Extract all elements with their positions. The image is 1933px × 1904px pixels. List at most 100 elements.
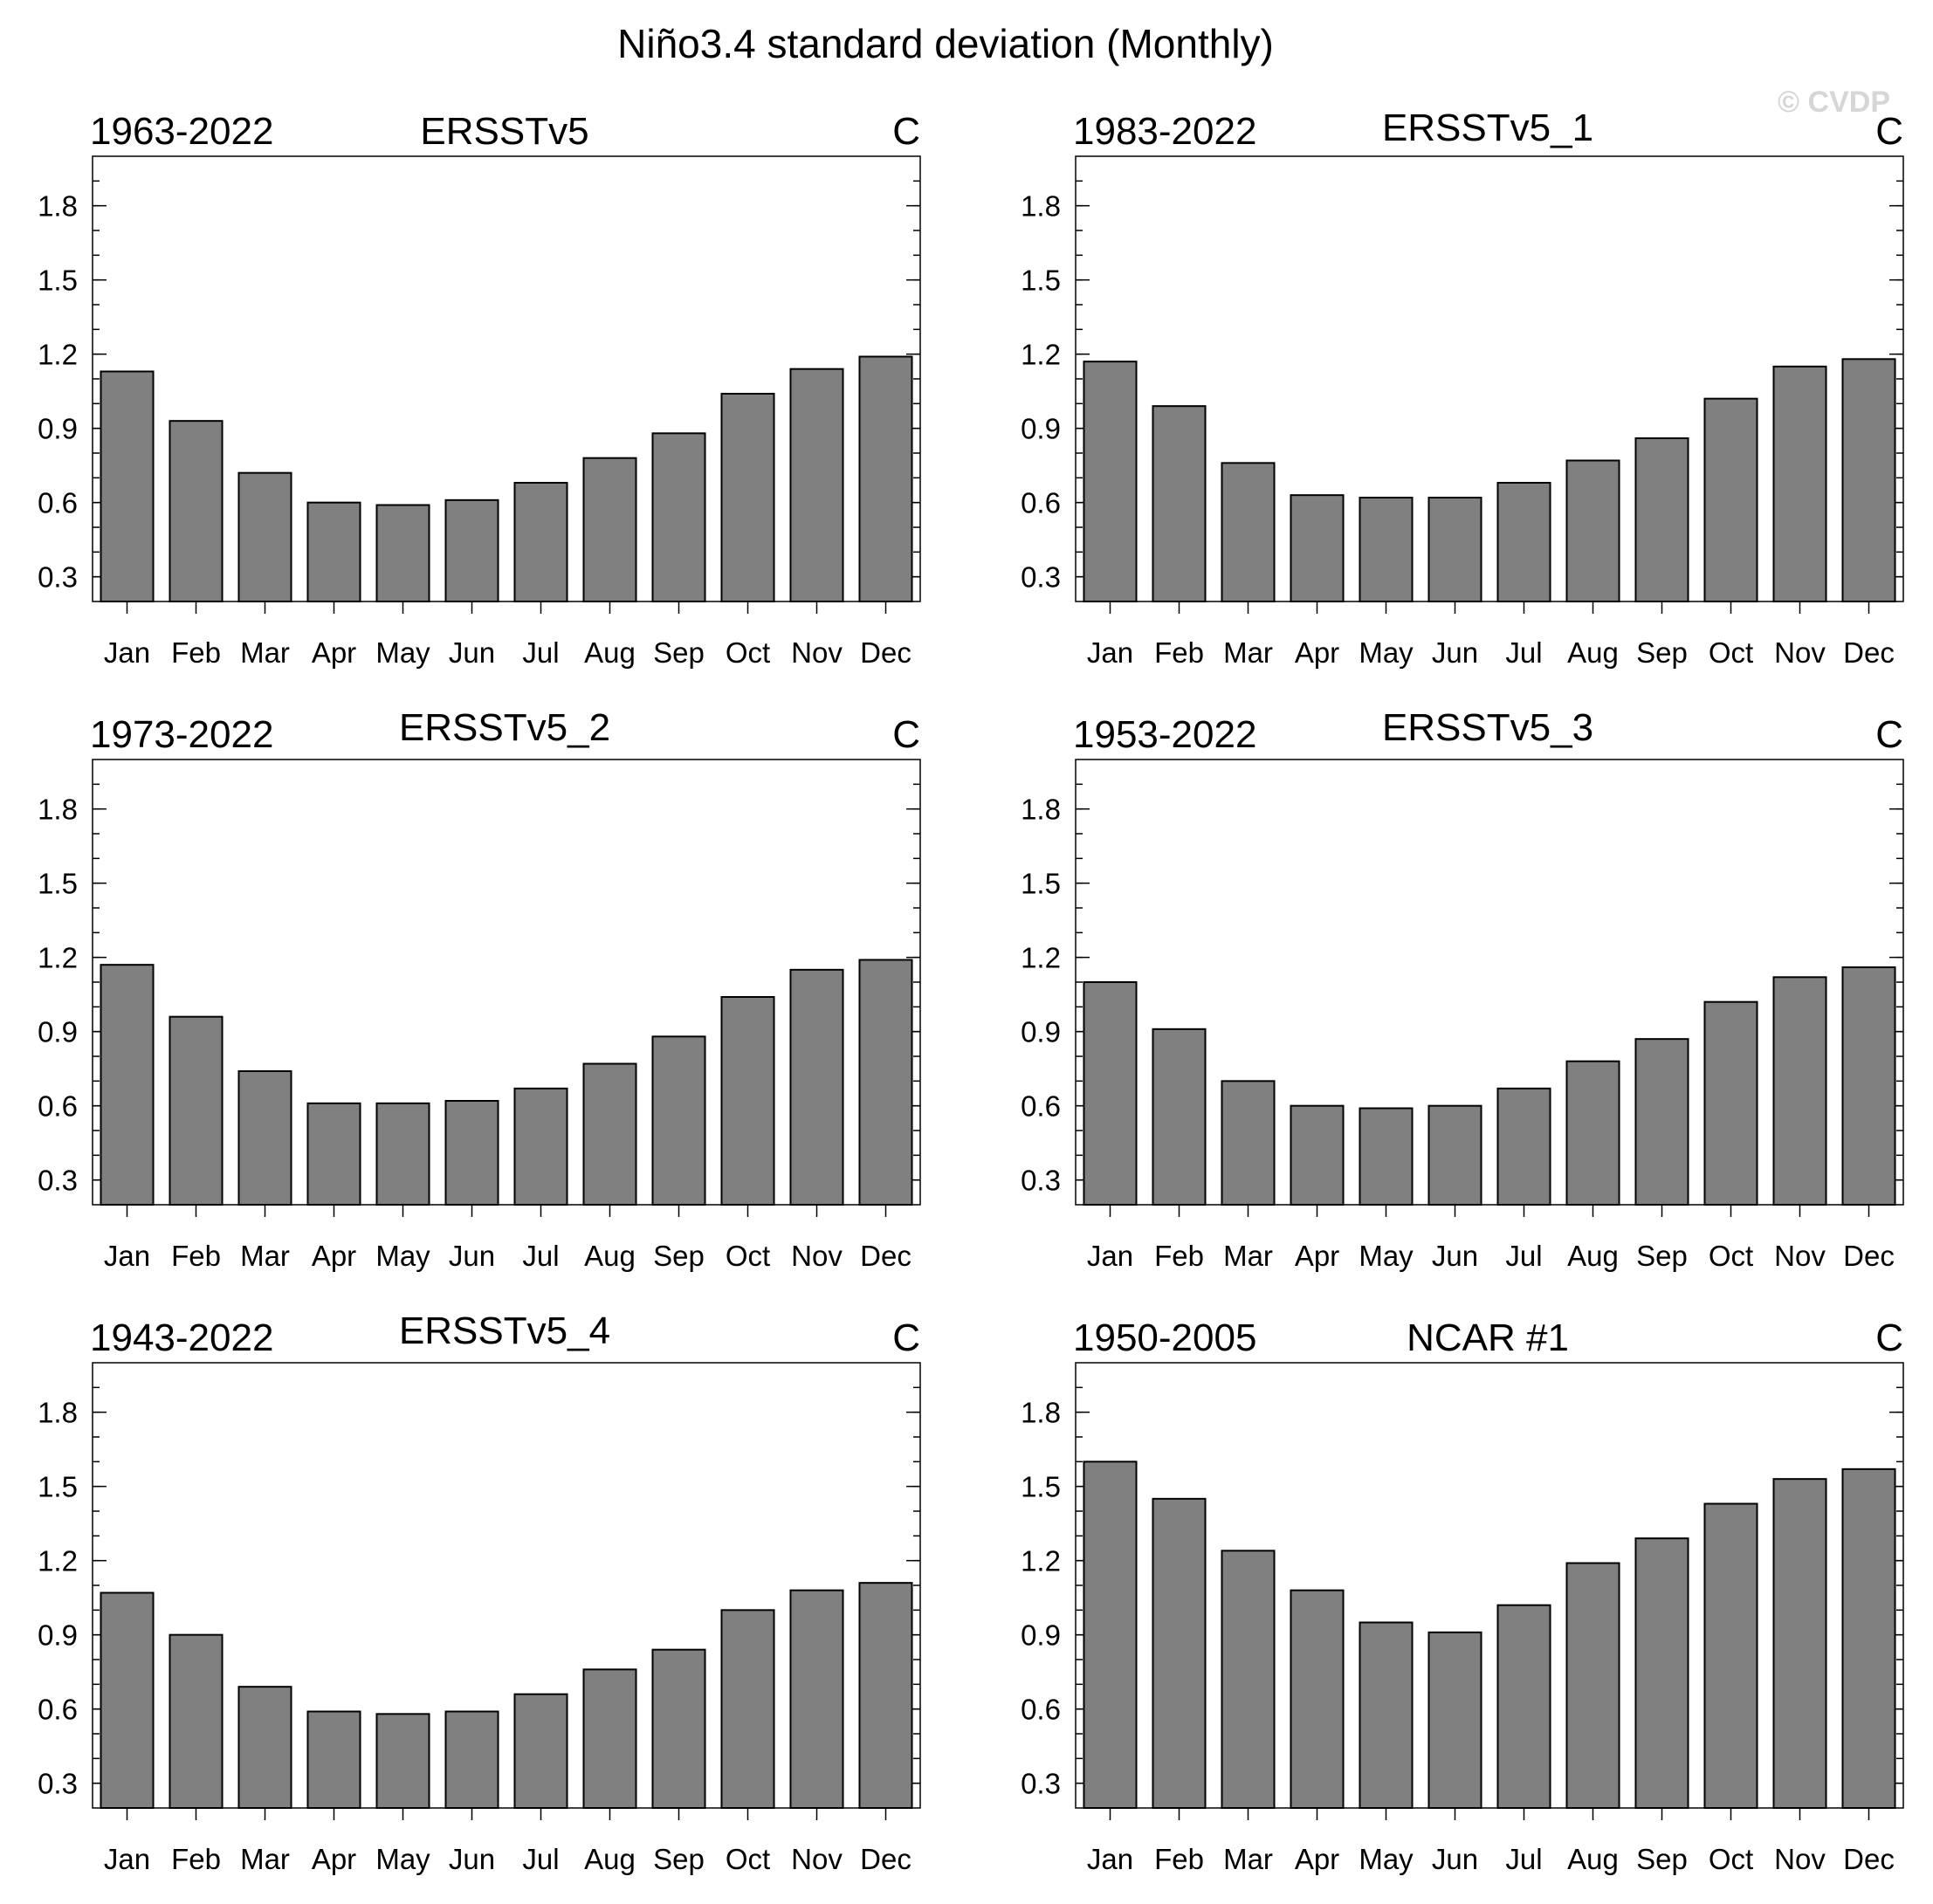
x-tick-label: Nov — [791, 1240, 843, 1272]
bar-jun — [444, 1710, 499, 1809]
y-tick-label: 1.2 — [1021, 339, 1061, 371]
y-tick-label: 0.9 — [1021, 413, 1061, 445]
y-tick-label: 1.2 — [38, 339, 78, 371]
panel-period: 1983-2022 — [1073, 110, 1256, 153]
x-tick-label: Jul — [522, 1843, 559, 1875]
figure-title: Niño3.4 standard deviation (Monthly) — [617, 21, 1274, 66]
y-tick-label: 1.2 — [1021, 1545, 1061, 1578]
bar-dec — [858, 355, 913, 602]
panel-title: ERSSTv5_1 — [1382, 107, 1593, 149]
bar-mar — [1221, 1080, 1276, 1206]
x-tick-label: May — [375, 1240, 430, 1272]
plot-frame — [92, 155, 921, 602]
x-tick-label: Aug — [1567, 636, 1619, 669]
bar-oct — [1703, 1000, 1758, 1206]
bar-dec — [1841, 1468, 1896, 1810]
x-tick-label: Dec — [1843, 1843, 1895, 1875]
x-tick-label: Apr — [1295, 636, 1339, 669]
y-tick-label: 0.9 — [38, 413, 78, 445]
bar-apr — [306, 501, 361, 603]
x-tick-label: Apr — [1295, 1240, 1339, 1272]
x-tick-label: Mar — [1223, 1240, 1273, 1272]
y-tick-label: 0.3 — [38, 561, 78, 594]
x-tick-label: Jul — [522, 636, 559, 669]
bar-jan — [1083, 1461, 1138, 1810]
panel-title: ERSSTv5 — [420, 110, 588, 153]
bar-nov — [1772, 976, 1827, 1206]
x-tick-label: Aug — [584, 1240, 636, 1272]
x-tick-label: Apr — [312, 636, 356, 669]
panel-title: ERSSTv5_2 — [399, 706, 610, 749]
y-tick-label: 1.5 — [1021, 1471, 1061, 1503]
bar-nov — [789, 368, 844, 602]
y-tick-label: 1.5 — [1021, 265, 1061, 297]
bar-jul — [513, 1087, 568, 1206]
chart-panel-1: 0.3 0.6 0.9 1.2 1.5 1.8 Jan Feb Mar Apr May Jun Jul A… — [38, 110, 921, 669]
panel-title: NCAR #1 — [1407, 1316, 1569, 1359]
plot-frame — [1075, 155, 1904, 602]
bar-oct — [720, 393, 775, 602]
x-tick-label: Mar — [240, 1240, 290, 1272]
bar-dec — [858, 959, 913, 1206]
x-tick-label: Mar — [1223, 636, 1273, 669]
x-tick-label: Jun — [1432, 636, 1478, 669]
x-tick-label: Sep — [1636, 636, 1688, 669]
bar-sep — [651, 1035, 706, 1206]
x-tick-label: Jan — [1087, 1240, 1133, 1272]
chart-panel-3: 0.3 0.6 0.9 1.2 1.5 1.8 Jan Feb Mar Apr May Jun Jul A… — [38, 706, 921, 1272]
x-tick-label: Oct — [726, 636, 770, 669]
bar-mar — [1221, 1550, 1276, 1810]
x-tick-label: Jul — [522, 1240, 559, 1272]
x-tick-label: Sep — [653, 1240, 705, 1272]
x-tick-label: Jan — [104, 1240, 150, 1272]
panel-units: C — [1875, 713, 1903, 756]
x-tick-label: Jun — [1432, 1843, 1478, 1875]
x-tick-label: Nov — [791, 636, 843, 669]
plot-frame — [92, 1362, 921, 1809]
x-tick-label: Aug — [1567, 1843, 1619, 1875]
bar-oct — [1703, 397, 1758, 602]
y-tick-label: 0.6 — [1021, 487, 1061, 519]
chart-panels: 0.3 0.6 0.9 1.2 1.5 1.8 Jan Feb Mar Apr May Jun Jul A… — [38, 107, 1904, 1875]
x-tick-label: Aug — [584, 1843, 636, 1875]
bar-aug — [1565, 1562, 1620, 1809]
x-tick-label: Dec — [1843, 1240, 1895, 1272]
chart-panel-6: 0.3 0.6 0.9 1.2 1.5 1.8 Jan Feb Mar Apr May Jun Jul A… — [1021, 1316, 1904, 1875]
bar-jul — [1496, 482, 1551, 602]
bar-jun — [1427, 1631, 1482, 1810]
x-tick-label: Apr — [1295, 1843, 1339, 1875]
bar-sep — [651, 432, 706, 603]
y-tick-label: 1.5 — [38, 1471, 78, 1503]
x-tick-label: Feb — [171, 1843, 221, 1875]
bar-may — [1359, 1107, 1414, 1206]
bar-jun — [444, 498, 499, 602]
y-tick-label: 0.6 — [1021, 1090, 1061, 1123]
bar-aug — [582, 457, 637, 603]
panel-title: ERSSTv5_4 — [399, 1309, 610, 1352]
x-tick-label: Jun — [449, 636, 495, 669]
x-tick-label: Sep — [653, 1843, 705, 1875]
panel-units: C — [892, 1316, 920, 1359]
bar-dec — [1841, 966, 1896, 1206]
bar-feb — [1152, 405, 1207, 602]
x-tick-label: Sep — [1636, 1843, 1688, 1875]
y-tick-label: 1.2 — [38, 1545, 78, 1578]
x-tick-label: Jul — [1505, 1240, 1542, 1272]
y-tick-label: 1.8 — [1021, 190, 1061, 223]
x-tick-label: Jan — [104, 636, 150, 669]
x-tick-label: Feb — [1154, 1843, 1204, 1875]
chart-panel-4: 0.3 0.6 0.9 1.2 1.5 1.8 Jan Feb Mar Apr May Jun Jul A… — [1021, 706, 1904, 1272]
bar-jul — [1496, 1087, 1551, 1206]
panel-period: 1953-2022 — [1073, 713, 1256, 756]
bar-apr — [306, 1102, 361, 1206]
y-tick-label: 0.6 — [38, 487, 78, 519]
x-tick-label: May — [1359, 636, 1414, 669]
x-tick-label: Jan — [104, 1843, 150, 1875]
bar-oct — [720, 996, 775, 1206]
bar-feb — [169, 1633, 224, 1809]
y-tick-label: 0.9 — [38, 1619, 78, 1652]
bar-feb — [169, 1015, 224, 1206]
plot-frame — [92, 759, 921, 1206]
bar-feb — [169, 420, 224, 602]
